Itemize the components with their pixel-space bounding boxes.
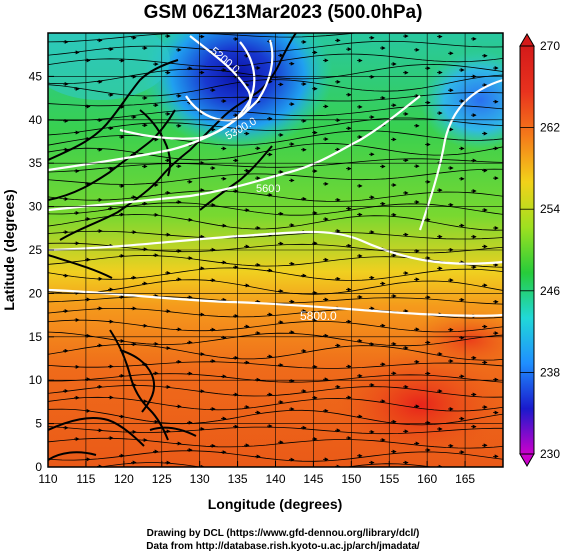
streamline bbox=[48, 168, 503, 185]
y-tick-label: 5 bbox=[35, 417, 42, 431]
streamline bbox=[48, 279, 503, 295]
x-tick-label: 115 bbox=[76, 472, 95, 486]
colorbar-label: 230 bbox=[540, 447, 560, 461]
streamline bbox=[48, 396, 503, 412]
y-tick-label: 45 bbox=[29, 69, 43, 83]
temperature-field: 5800.0 5600 5300.0 5200.0 bbox=[48, 33, 503, 467]
x-axis-label: Longitude (degrees) bbox=[208, 496, 343, 512]
x-tick-label: 125 bbox=[152, 472, 172, 486]
streamline bbox=[48, 117, 503, 136]
credit-data-source: Data from http://database.rish.kyoto-u.a… bbox=[146, 541, 420, 552]
streamline bbox=[48, 319, 503, 333]
y-tick-label: 30 bbox=[29, 200, 43, 214]
streamline bbox=[48, 437, 503, 449]
colorbar-max-arrow bbox=[519, 33, 535, 47]
colorbar-label: 238 bbox=[540, 365, 560, 379]
colorbar-min-arrow bbox=[519, 453, 535, 467]
streamline bbox=[48, 91, 503, 107]
y-tick-label: 20 bbox=[29, 286, 43, 300]
streamline bbox=[48, 104, 503, 121]
x-tick-label: 135 bbox=[228, 472, 248, 486]
x-tick-label: 145 bbox=[303, 472, 323, 486]
contour-label: 5800.0 bbox=[300, 309, 337, 323]
colorbar-label: 270 bbox=[540, 39, 560, 53]
x-tick-label: 110 bbox=[38, 472, 57, 486]
y-tick-label: 10 bbox=[29, 373, 43, 387]
y-tick-label: 15 bbox=[29, 330, 43, 344]
y-tick-label: 0 bbox=[35, 460, 42, 474]
streamline bbox=[48, 361, 503, 369]
x-tick-label: 155 bbox=[379, 472, 399, 486]
x-tick-label: 150 bbox=[341, 472, 361, 486]
colorbar-label: 262 bbox=[540, 121, 560, 135]
colorbar-label: 254 bbox=[540, 202, 560, 216]
colorbar: 270 262 254 246 238 230 bbox=[519, 33, 560, 467]
credit-dcl: Drawing by DCL (https://www.gfd-dennou.o… bbox=[146, 528, 420, 539]
y-tick-label: 35 bbox=[29, 156, 43, 170]
lat-lon-grid bbox=[48, 33, 503, 467]
x-tick-label: 165 bbox=[455, 472, 475, 486]
streamline bbox=[48, 33, 361, 43]
streamline bbox=[48, 74, 503, 97]
y-tick-label: 25 bbox=[29, 243, 43, 257]
x-tick-label: 160 bbox=[417, 472, 437, 486]
colorbar-label: 246 bbox=[540, 284, 560, 298]
y-tick-label: 40 bbox=[29, 113, 43, 127]
x-axis-ticks: 110 115 120 125 130 135 140 145 150 155 160 165 bbox=[38, 461, 475, 486]
y-axis-ticks: 0 5 10 15 20 25 30 35 40 45 bbox=[29, 69, 54, 474]
x-tick-label: 120 bbox=[114, 472, 134, 486]
y-axis-label: Latitude (degrees) bbox=[1, 189, 17, 310]
x-tick-label: 140 bbox=[265, 472, 285, 486]
streamline bbox=[48, 130, 503, 146]
x-tick-label: 130 bbox=[190, 472, 210, 486]
contour-label: 5600 bbox=[256, 183, 280, 195]
streamline bbox=[48, 143, 503, 161]
plot-title: GSM 06Z13Mar2023 (500.0hPa) bbox=[143, 2, 423, 23]
